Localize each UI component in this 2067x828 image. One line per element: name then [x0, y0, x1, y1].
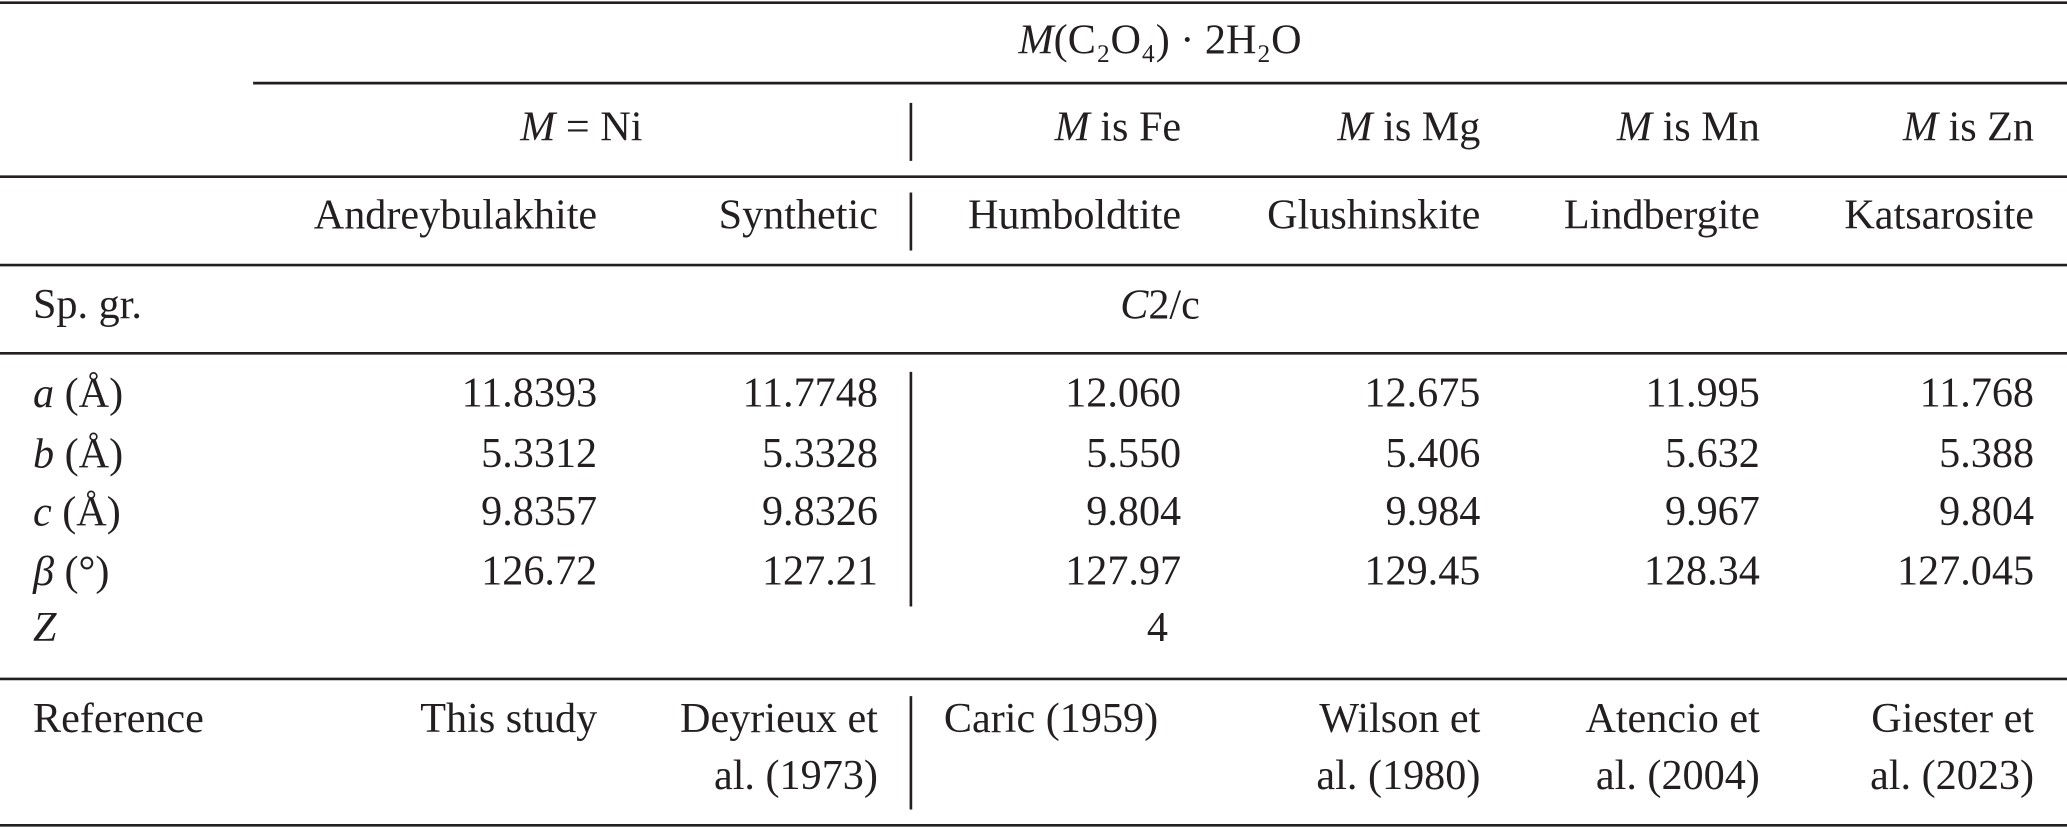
column-header: Katsarosite	[1844, 192, 2034, 239]
symbol: C	[1120, 281, 1149, 328]
cell: 12.675	[1364, 370, 1480, 417]
text: is Mg	[1383, 103, 1480, 150]
symbol: b	[33, 430, 54, 477]
text: (°)	[65, 548, 110, 595]
cell: 9.804	[1086, 488, 1181, 535]
column-header: Andreybulakhite	[314, 192, 597, 239]
reference: Giester et	[1871, 695, 2034, 742]
row-label: b (Å)	[33, 430, 123, 477]
cell: 129.45	[1364, 548, 1480, 595]
text: (Å)	[65, 430, 124, 477]
cell: 11.7748	[742, 370, 878, 417]
symbol: c	[33, 488, 52, 535]
cell: 11.995	[1645, 370, 1759, 417]
cell: 4	[1147, 604, 1168, 651]
text: (C₂O₄) · 2H₂O	[1054, 16, 1302, 63]
cell: 9.804	[1939, 488, 2034, 535]
reference: al. (1980)	[1316, 752, 1480, 799]
cell: 12.060	[1065, 370, 1181, 417]
cell: 5.3328	[762, 430, 878, 477]
reference: This study	[420, 695, 597, 742]
text: is Mn	[1663, 103, 1760, 150]
symbol: M	[519, 103, 558, 150]
row-label: a (Å)	[33, 370, 123, 417]
text: is Fe	[1100, 103, 1181, 150]
text: 2/c	[1148, 281, 1200, 328]
symbol: M	[1616, 103, 1655, 150]
row-label: Reference	[33, 695, 204, 742]
super-header: M(C₂O₄) · 2H₂O	[1018, 16, 1302, 63]
symbol: M	[1902, 103, 1941, 150]
cell: 9.8357	[481, 488, 597, 535]
cell: 5.632	[1665, 430, 1760, 477]
cell: 127.21	[762, 548, 878, 595]
reference: Deyrieux et	[680, 695, 878, 742]
reference: Caric (1959)	[944, 695, 1158, 742]
row-label: β (°)	[32, 548, 110, 595]
text: = Ni	[566, 103, 642, 150]
text: is Zn	[1949, 103, 2035, 150]
row-label: Z	[33, 604, 57, 651]
cell: 126.72	[481, 548, 597, 595]
cell: 5.388	[1939, 430, 2034, 477]
cell: 127.97	[1065, 548, 1181, 595]
symbol: M	[1336, 103, 1375, 150]
reference: Wilson et	[1319, 695, 1480, 742]
symbol: β	[32, 548, 54, 595]
cell: 9.8326	[762, 488, 878, 535]
space-group: C2/c	[1120, 281, 1200, 328]
cell: 11.8393	[462, 370, 597, 417]
cell: 9.984	[1385, 488, 1480, 535]
symbol: M	[1054, 103, 1093, 150]
reference: al. (1973)	[714, 752, 878, 799]
cell: 127.045	[1897, 548, 2034, 595]
cell: 5.406	[1385, 430, 1480, 477]
column-header: Humboldtite	[968, 192, 1181, 239]
cell: 5.3312	[481, 430, 597, 477]
cell: 9.967	[1665, 488, 1760, 535]
reference: al. (2004)	[1596, 752, 1760, 799]
row-label: Sp. gr.	[33, 281, 142, 328]
group-header: M = Ni	[519, 103, 642, 150]
text: (Å)	[62, 488, 121, 535]
reference: al. (2023)	[1870, 752, 2034, 799]
row-label: c (Å)	[33, 488, 121, 535]
cell: 128.34	[1644, 548, 1760, 595]
column-header: Lindbergite	[1564, 192, 1760, 239]
symbol: M	[1018, 16, 1057, 63]
cell: 5.550	[1086, 430, 1181, 477]
cell: 11.768	[1920, 370, 2034, 417]
column-header: Glushinskite	[1267, 192, 1480, 239]
text: (Å)	[65, 370, 124, 417]
symbol: a	[33, 370, 54, 417]
column-header: Synthetic	[719, 192, 878, 239]
reference: Atencio et	[1585, 695, 1760, 742]
